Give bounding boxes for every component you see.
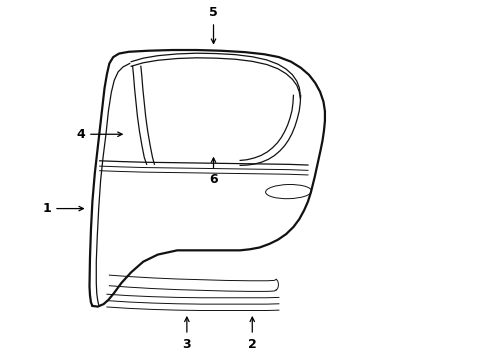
Text: 2: 2	[248, 317, 257, 351]
Text: 4: 4	[76, 128, 122, 141]
Text: 5: 5	[209, 6, 218, 43]
Text: 3: 3	[183, 317, 191, 351]
Text: 6: 6	[209, 158, 218, 186]
Text: 1: 1	[43, 202, 83, 215]
